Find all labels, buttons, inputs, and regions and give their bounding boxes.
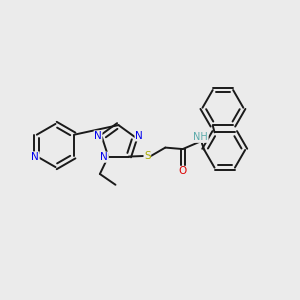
Text: O: O [178, 166, 187, 176]
Text: N: N [135, 131, 143, 141]
Text: S: S [144, 151, 151, 161]
Text: NH: NH [194, 132, 208, 142]
Text: N: N [94, 131, 102, 141]
Text: N: N [100, 152, 108, 162]
Text: N: N [32, 152, 39, 162]
